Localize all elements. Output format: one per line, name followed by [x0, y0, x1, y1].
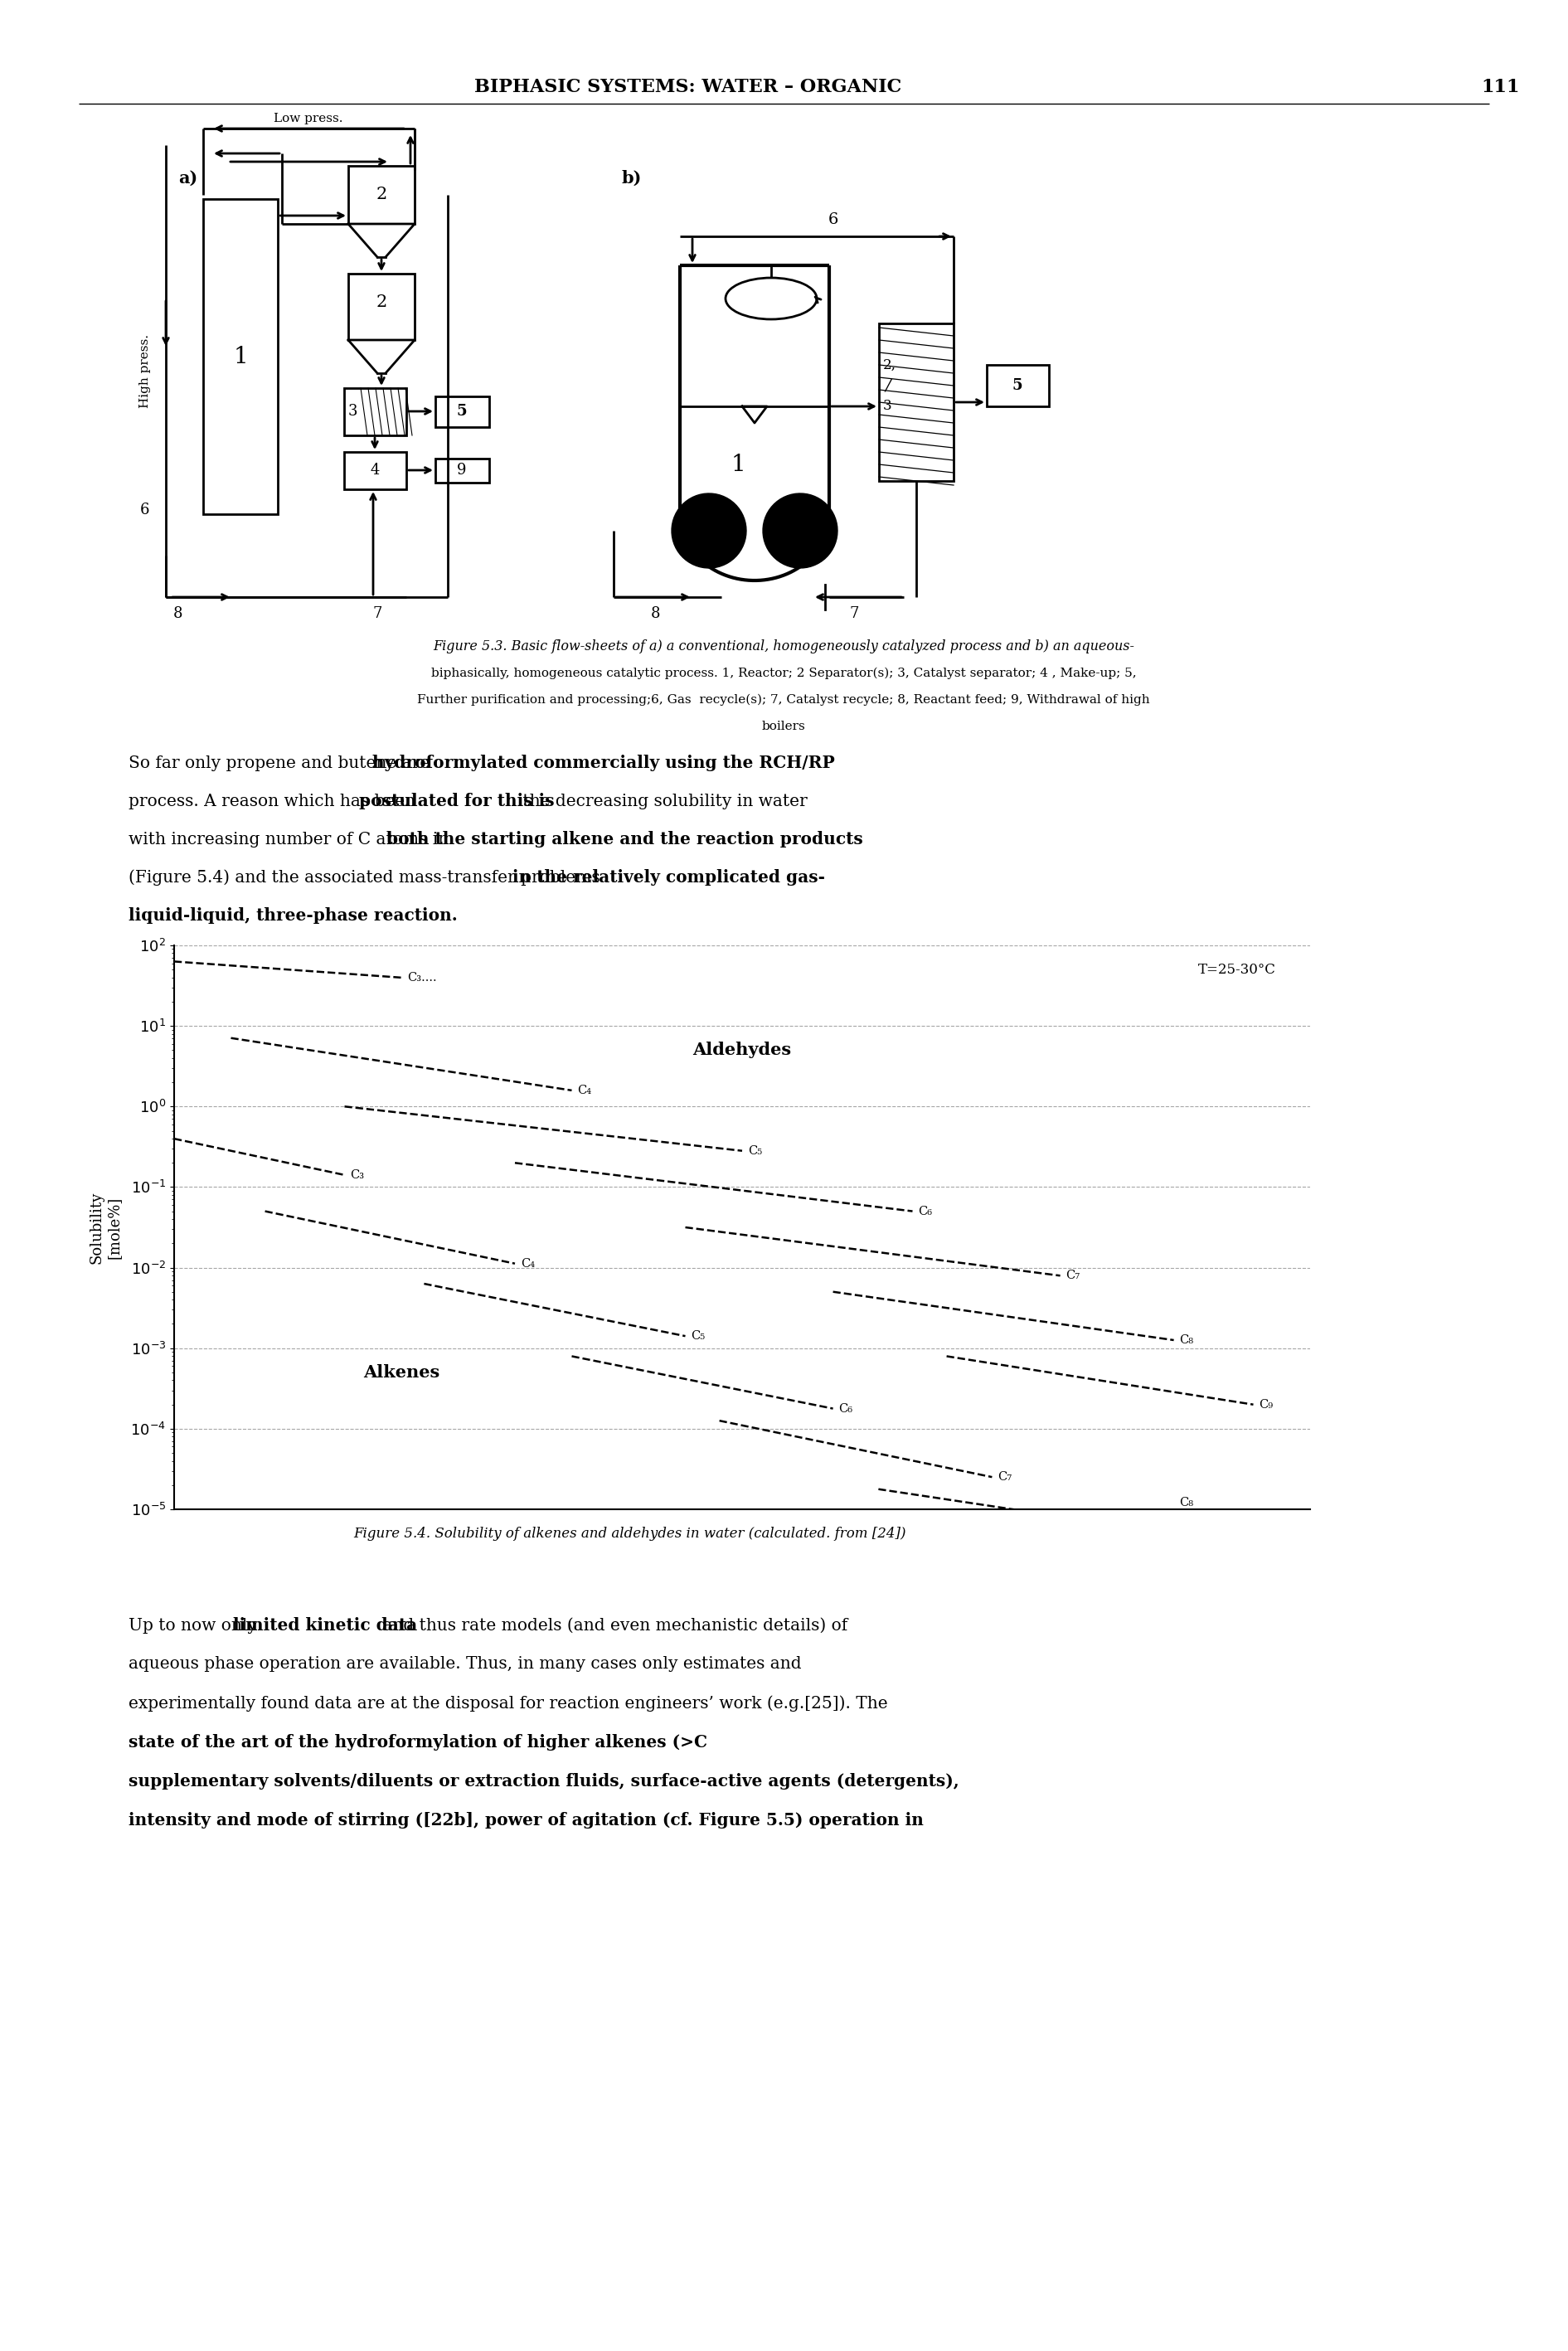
Text: C₉: C₉ [1259, 1399, 1273, 1411]
Text: aqueous phase operation are available. Thus, in many cases only estimates and: aqueous phase operation are available. T… [129, 1657, 801, 1672]
Text: 9: 9 [458, 463, 467, 477]
Bar [348, 273, 414, 341]
Text: C₄: C₄ [521, 1258, 535, 1270]
Text: Alkenes: Alkenes [364, 1364, 439, 1380]
Text: C₃....: C₃.... [408, 971, 436, 983]
Text: boilers: boilers [762, 722, 806, 731]
Text: biphasically, homogeneous catalytic process. 1, Reactor; 2 Separator(s); 3, Cata: biphasically, homogeneous catalytic proc… [431, 668, 1137, 679]
Bar [880, 324, 953, 482]
Text: 3: 3 [883, 400, 892, 414]
Text: process. A reason which has been: process. A reason which has been [129, 792, 420, 809]
Text: 6: 6 [141, 503, 151, 517]
Text: intensity and mode of stirring ([22b], power of agitation (cf. Figure 5.5) opera: intensity and mode of stirring ([22b], p… [129, 1813, 924, 1829]
Text: Low press.: Low press. [274, 113, 343, 125]
Text: High press.: High press. [140, 334, 151, 407]
Bar [436, 458, 489, 482]
Text: C₆: C₆ [839, 1404, 853, 1415]
Text: state of the art of the hydroformylation of higher alkenes (>C: state of the art of the hydroformylation… [129, 1735, 707, 1751]
Text: in the relatively complicated gas-: in the relatively complicated gas- [513, 870, 825, 886]
Text: 1: 1 [731, 454, 745, 475]
Text: limited kinetic data: limited kinetic data [234, 1617, 417, 1634]
Text: 2,: 2, [883, 357, 897, 371]
Text: b): b) [622, 169, 643, 186]
Text: 7: 7 [850, 607, 859, 621]
Text: T=25-30°C: T=25-30°C [1198, 962, 1276, 976]
Polygon shape [348, 341, 414, 374]
Text: 6: 6 [828, 212, 839, 228]
Text: (Figure 5.4) and the associated mass-transfer problems: (Figure 5.4) and the associated mass-tra… [129, 870, 605, 886]
Bar [436, 397, 489, 428]
Text: /: / [886, 379, 891, 393]
Text: C₆: C₆ [919, 1206, 933, 1218]
Text: experimentally found data are at the disposal for reaction engineers’ work (e.g.: experimentally found data are at the dis… [129, 1695, 887, 1712]
Text: with increasing number of C atoms in: with increasing number of C atoms in [129, 832, 455, 846]
Text: C₃: C₃ [350, 1168, 364, 1180]
Text: a): a) [179, 169, 198, 186]
Text: 5: 5 [456, 404, 467, 418]
Text: the decreasing solubility in water: the decreasing solubility in water [517, 792, 808, 809]
Bar [343, 451, 406, 489]
Bar [348, 167, 414, 223]
Text: 3: 3 [348, 404, 358, 418]
Text: C₅: C₅ [691, 1331, 706, 1342]
Polygon shape [764, 494, 837, 569]
Polygon shape [348, 223, 414, 256]
Text: Further purification and processing;6, Gas  recycle(s); 7, Catalyst recycle; 8, : Further purification and processing;6, G… [417, 694, 1149, 705]
Text: postulated for this is: postulated for this is [359, 792, 554, 809]
Text: C₄: C₄ [577, 1084, 591, 1096]
Text: C₈: C₈ [1179, 1498, 1193, 1509]
Text: 8: 8 [651, 607, 660, 621]
Bar [343, 388, 406, 435]
Text: C₇: C₇ [997, 1472, 1011, 1483]
Text: and thus rate models (and even mechanistic details) of: and thus rate models (and even mechanist… [378, 1617, 848, 1634]
Polygon shape [671, 494, 746, 569]
Text: hydroformylated commercially using the RCH/RP: hydroformylated commercially using the R… [373, 755, 836, 771]
Bar [204, 200, 278, 515]
Text: 2: 2 [376, 294, 387, 310]
Text: Aldehydes: Aldehydes [693, 1041, 792, 1058]
Text: C₈: C₈ [1179, 1335, 1193, 1345]
Text: Figure 5.3. Basic flow-sheets of a) a conventional, homogeneously catalyzed proc: Figure 5.3. Basic flow-sheets of a) a co… [433, 639, 1134, 654]
Text: So far only propene and butene are: So far only propene and butene are [129, 755, 434, 771]
Text: both the starting alkene and the reaction products: both the starting alkene and the reactio… [387, 830, 862, 846]
Text: C₇: C₇ [1066, 1270, 1080, 1281]
Text: supplementary solvents/diluents or extraction fluids, surface-active agents (det: supplementary solvents/diluents or extra… [129, 1773, 960, 1789]
Text: 111: 111 [1482, 78, 1519, 96]
Text: 2: 2 [376, 188, 387, 202]
Bar [986, 364, 1049, 407]
Text: C₅: C₅ [748, 1145, 762, 1157]
Text: 1: 1 [234, 346, 248, 367]
Text: 4: 4 [370, 463, 379, 477]
Text: Up to now only: Up to now only [129, 1617, 262, 1634]
Text: BIPHASIC SYSTEMS: WATER – ORGANIC: BIPHASIC SYSTEMS: WATER – ORGANIC [475, 78, 902, 96]
Text: 8: 8 [174, 607, 183, 621]
Text: liquid-liquid, three-phase reaction.: liquid-liquid, three-phase reaction. [129, 907, 458, 924]
Text: Figure 5.4. Solubility of alkenes and aldehydes in water (calculated. from [24]): Figure 5.4. Solubility of alkenes and al… [354, 1528, 906, 1542]
Text: 5: 5 [1013, 379, 1022, 393]
Y-axis label: Solubility
[mole%]: Solubility [mole%] [89, 1192, 121, 1262]
Text: 7: 7 [373, 607, 383, 621]
